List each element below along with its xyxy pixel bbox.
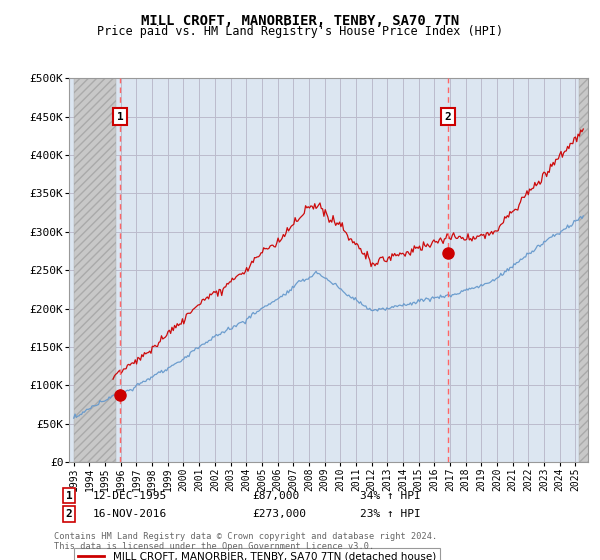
Text: Price paid vs. HM Land Registry's House Price Index (HPI): Price paid vs. HM Land Registry's House … [97,25,503,38]
Text: £87,000: £87,000 [252,491,299,501]
Legend: MILL CROFT, MANORBIER, TENBY, SA70 7TN (detached house), HPI: Average price, det: MILL CROFT, MANORBIER, TENBY, SA70 7TN (… [74,548,440,560]
Text: 1: 1 [117,112,124,122]
Text: 16-NOV-2016: 16-NOV-2016 [93,509,167,519]
Text: 12-DEC-1995: 12-DEC-1995 [93,491,167,501]
Text: 1: 1 [65,491,73,501]
Bar [578,78,591,462]
Text: Contains HM Land Registry data © Crown copyright and database right 2024.
This d: Contains HM Land Registry data © Crown c… [54,532,437,552]
Text: 23% ↑ HPI: 23% ↑ HPI [360,509,421,519]
Bar [74,78,116,462]
Text: 34% ↑ HPI: 34% ↑ HPI [360,491,421,501]
Text: 2: 2 [445,112,452,122]
Text: £273,000: £273,000 [252,509,306,519]
Text: 2: 2 [65,509,73,519]
Text: MILL CROFT, MANORBIER, TENBY, SA70 7TN: MILL CROFT, MANORBIER, TENBY, SA70 7TN [141,14,459,28]
